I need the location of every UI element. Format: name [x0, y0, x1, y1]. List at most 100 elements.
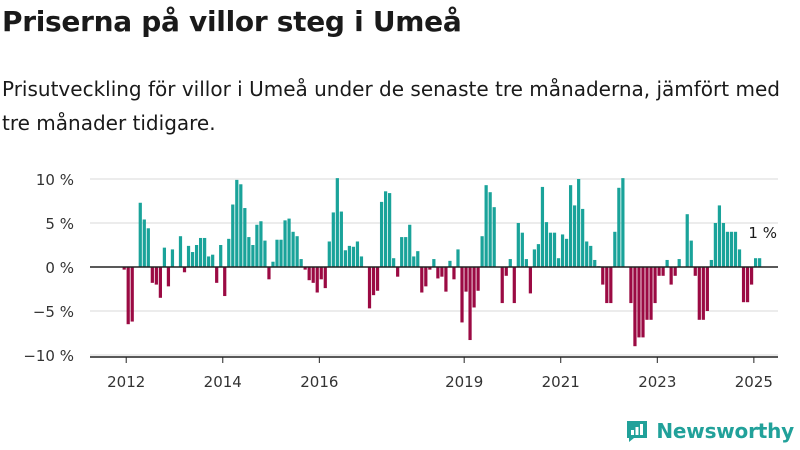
bar-positive: [351, 246, 356, 267]
bar-negative: [126, 267, 130, 325]
bar-positive: [243, 208, 247, 267]
newsworthy-chart-icon: [627, 421, 648, 442]
bar-positive: [484, 185, 488, 267]
newsworthy-logo[interactable]: Newsworthy: [624, 418, 794, 444]
bar-positive: [568, 185, 573, 267]
bar-negative: [460, 267, 464, 323]
bar-negative: [428, 267, 432, 270]
bar-positive: [540, 186, 545, 267]
bar-positive: [331, 212, 335, 267]
bar-negative: [693, 267, 697, 276]
bar-negative: [315, 267, 319, 293]
bar-negative: [367, 267, 372, 309]
y-axis-tick-labels: 10 % 5 % 0 % −5 % −10 %: [23, 171, 74, 365]
bar-negative: [512, 267, 516, 304]
bar-positive: [573, 205, 577, 267]
bar-negative: [440, 267, 444, 277]
bar-positive: [359, 256, 364, 267]
brand-name: Newsworthy: [656, 419, 794, 443]
bar-positive: [613, 231, 617, 267]
bar-positive: [211, 254, 215, 267]
bar-positive: [239, 184, 243, 267]
bar-negative: [701, 267, 705, 320]
bar-negative: [223, 267, 227, 297]
bar-positive: [713, 223, 717, 267]
bar-negative: [267, 267, 271, 280]
bar-negative: [661, 267, 665, 276]
bar-positive: [335, 178, 339, 267]
bar-negative: [166, 267, 171, 287]
bar-positive: [448, 260, 452, 267]
bar-positive: [508, 259, 512, 267]
bar-positive: [283, 220, 287, 267]
bar-negative: [424, 267, 428, 287]
bar-negative: [371, 267, 376, 296]
x-tick-label: 2012: [107, 373, 145, 391]
bar-positive: [733, 231, 738, 267]
y-tick-label: −5 %: [33, 303, 74, 321]
bar-negative: [150, 267, 154, 283]
bar-positive: [138, 202, 142, 267]
bar-negative: [182, 267, 187, 273]
bar-negative: [472, 267, 476, 308]
bar-positive: [327, 241, 331, 267]
bar-positive: [524, 259, 528, 267]
x-axis-tick-labels: 2012 2014 2016 2019 2021 2023 2025: [107, 373, 773, 391]
bar-negative: [311, 267, 315, 283]
bar-positive: [532, 249, 537, 267]
bar-negative: [504, 267, 508, 276]
bar-positive: [729, 231, 734, 267]
bar-negative: [444, 267, 448, 292]
bar-positive: [186, 245, 191, 267]
bar-negative: [323, 267, 327, 289]
chart-title: Priserna på villor steg i Umeå: [2, 5, 462, 38]
bar-positive: [581, 208, 585, 267]
bar-positive: [299, 259, 303, 267]
bar-positive: [721, 223, 726, 267]
x-tick-label: 2021: [542, 373, 580, 391]
bar-negative: [633, 267, 637, 347]
bar-positive: [227, 238, 231, 267]
bar-negative: [741, 267, 746, 303]
bar-negative: [609, 267, 613, 304]
x-tick-label: 2025: [735, 373, 773, 391]
x-tick-label: 2023: [638, 373, 676, 391]
bar-negative: [468, 267, 472, 341]
bar-positive: [259, 221, 263, 267]
bar-negative: [500, 267, 504, 304]
bar-positive: [198, 237, 203, 267]
x-tick-label: 2016: [300, 373, 338, 391]
bar-positive: [255, 224, 259, 267]
bar-positive: [251, 245, 255, 267]
bar-positive: [560, 234, 565, 267]
bar-positive: [689, 240, 693, 267]
bar-negative: [396, 267, 400, 277]
annotations: 1 %: [748, 224, 777, 242]
bar-positive: [247, 237, 251, 267]
x-tick-label: 2014: [204, 373, 242, 391]
y-tick-label: 5 %: [45, 215, 74, 233]
grid-lines: [90, 178, 778, 356]
bar-positive: [677, 259, 681, 267]
bar-negative: [601, 267, 605, 285]
bar-positive: [347, 245, 352, 267]
bar-negative: [130, 267, 134, 322]
bar-positive: [231, 204, 235, 267]
bar-negative: [705, 267, 709, 311]
bar-positive: [593, 259, 597, 267]
bar-positive: [737, 249, 742, 267]
bar-positive: [556, 258, 561, 267]
bar-negative: [645, 267, 649, 320]
bar-negative: [307, 267, 311, 281]
bar-negative: [375, 267, 380, 291]
bar-positive: [492, 207, 496, 267]
bar-negative: [420, 267, 424, 293]
bar-positive: [552, 232, 557, 267]
bar-positive: [577, 179, 581, 267]
bar-positive: [516, 223, 520, 267]
bar-positive: [617, 187, 621, 267]
bar-positive: [416, 251, 420, 267]
bar-negative: [476, 267, 480, 291]
bar-positive: [456, 249, 460, 267]
bar-positive: [146, 228, 150, 267]
